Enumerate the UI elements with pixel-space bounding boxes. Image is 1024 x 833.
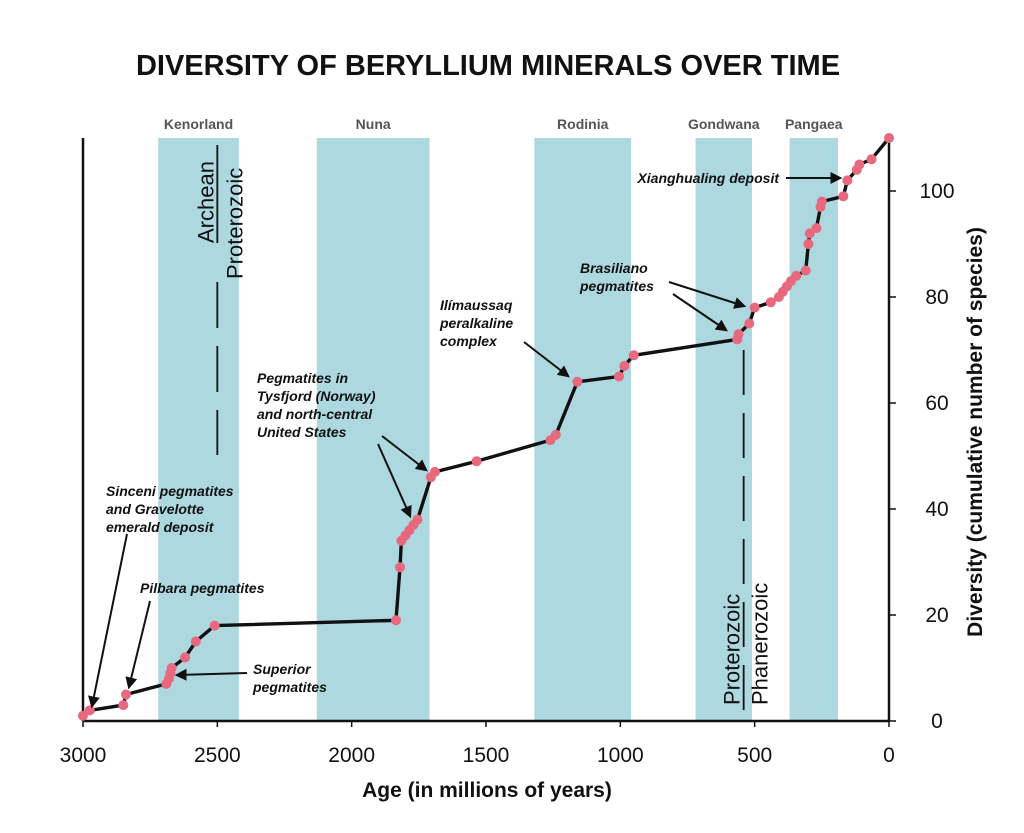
band-label-pangaea: Pangaea (785, 116, 843, 132)
y-tick-label: 80 (925, 286, 948, 309)
data-point (749, 302, 760, 313)
data-point (390, 615, 401, 626)
data-point (550, 429, 561, 440)
data-point (800, 265, 811, 276)
data-point (816, 196, 827, 207)
data-point (120, 689, 131, 700)
data-point (613, 371, 624, 382)
data-point (118, 700, 129, 711)
band-label-rodinia: Rodinia (557, 116, 609, 132)
data-point (429, 466, 440, 477)
data-point (628, 350, 639, 361)
annotation-arrow (381, 435, 428, 472)
annotation-line: Superior (253, 661, 312, 677)
supercontinent-bands (158, 138, 838, 721)
annotations: Sinceni pegmatites and Gravelotte emerald … (88, 170, 843, 709)
annotation-arrow (377, 443, 412, 519)
data-series (78, 133, 894, 721)
eon-label-proterozoic-1: Proterozoic (222, 168, 247, 279)
band-rodinia (534, 138, 632, 721)
annotation-line: complex (440, 333, 498, 349)
data-point (166, 663, 177, 673)
band-gondwana (695, 138, 752, 721)
data-point (744, 318, 755, 329)
x-tick-label: 3000 (60, 744, 107, 767)
annotation-line: Tysfjord (Norway) (257, 388, 376, 404)
annotation-line: pegmatites (579, 278, 654, 294)
x-axis-label: Age (in millions of years) (362, 779, 612, 802)
annotation-arrow (174, 668, 248, 681)
eon-label-phanerozoic: Phanerozoic (748, 583, 773, 705)
data-point (804, 228, 815, 239)
annotation-line: United States (257, 424, 347, 440)
data-point (838, 191, 849, 202)
x-tick-label: 500 (737, 744, 772, 767)
data-point (842, 175, 853, 186)
y-tick-label: 20 (925, 604, 948, 627)
y-tick-label: 100 (919, 180, 954, 203)
annotation-line: and north-central (257, 406, 373, 422)
band-label-nuna: Nuna (356, 116, 391, 132)
data-point (78, 710, 88, 721)
annotation-line: emerald deposit (106, 519, 215, 535)
annotation-pilbara: Pilbara pegmatites (140, 580, 265, 596)
data-point (471, 456, 482, 467)
band-nuna (316, 138, 430, 721)
x-tick-label: 2500 (194, 744, 241, 767)
annotation-arrow (125, 600, 151, 690)
axes: 3000 2500 2000 1500 1000 500 0 0 20 40 60 80 100 (60, 138, 955, 767)
annotation-line: Brasiliano (580, 260, 648, 276)
data-point (395, 562, 406, 573)
data-point (180, 652, 191, 663)
data-point (190, 636, 201, 647)
annotation-xianghualing: Xianghualing deposit (636, 170, 780, 186)
data-point (884, 133, 894, 143)
supercontinent-labels: Kenorland Nuna Rodinia Gondwana Pangaea (164, 116, 843, 132)
data-point (209, 620, 220, 631)
data-point (811, 223, 822, 234)
annotation-line: Pilbara pegmatites (140, 580, 265, 596)
data-point (572, 376, 583, 387)
annotation-tysfjord: Pegmatites in Tysfjord (Norway) and north-… (257, 370, 376, 440)
band-label-gondwana: Gondwana (688, 116, 760, 132)
data-point (765, 297, 776, 308)
x-tick-label: 2000 (328, 744, 375, 767)
chart-title: DIVERSITY OF BERYLLIUM MINERALS OVER TIM… (136, 50, 840, 82)
eon-label-proterozoic-2: Proterozoic (720, 594, 745, 705)
annotation-arrow (668, 281, 747, 309)
annotation-ilimaussaq: Ilímaussaq peralkaline complex (439, 297, 513, 349)
annotation-line: peralkaline (439, 315, 513, 331)
annotation-line: Pegmatites in (257, 370, 348, 386)
x-tick-label: 0 (883, 744, 895, 767)
annotation-brasiliano: Brasiliano pegmatites (579, 260, 654, 294)
data-point (412, 514, 423, 525)
annotation-line: Sinceni pegmatites (106, 483, 234, 499)
data-point (854, 159, 865, 170)
annotation-arrow (672, 293, 728, 332)
annotation-line: Xianghualing deposit (636, 170, 780, 186)
data-point (866, 154, 877, 165)
data-point (733, 329, 744, 340)
y-tick-label: 0 (931, 710, 943, 733)
annotation-line: Ilímaussaq (440, 297, 513, 313)
annotation-line: pegmatites (252, 679, 327, 695)
y-tick-label: 60 (925, 392, 948, 415)
annotation-line: and Gravelotte (106, 501, 204, 517)
band-label-kenorland: Kenorland (164, 116, 233, 132)
annotation-arrow (523, 341, 570, 378)
y-tick-label: 40 (925, 498, 948, 521)
annotation-superior: Superior pegmatites (252, 661, 327, 695)
x-tick-label: 1000 (597, 744, 644, 767)
x-tick-label: 1500 (463, 744, 510, 767)
data-point (619, 360, 630, 371)
data-point (84, 705, 95, 716)
annotation-arrow (88, 533, 128, 709)
data-point (803, 239, 814, 249)
eon-label-archean: Archean (193, 161, 218, 243)
data-point (791, 270, 802, 281)
y-axis-label: Diversity (cumulative number of species) (964, 227, 987, 637)
annotation-sinceni: Sinceni pegmatites and Gravelotte emerald … (106, 483, 234, 535)
